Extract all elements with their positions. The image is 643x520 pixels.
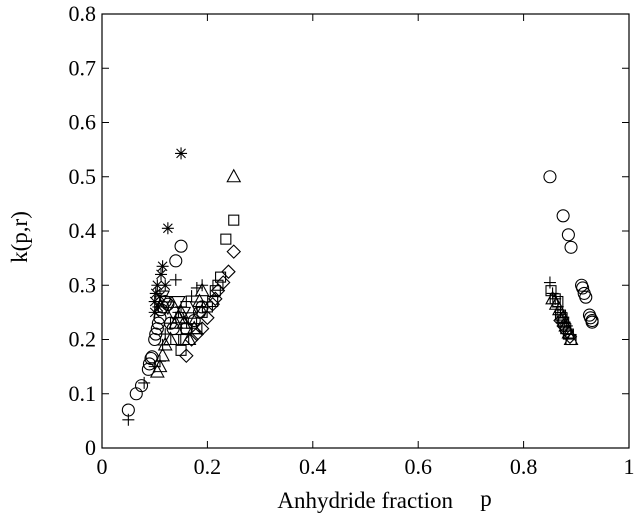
triangle-up-point: [152, 358, 168, 373]
y-tick-label: 0.6: [69, 110, 97, 135]
asterisk-point: [155, 268, 168, 281]
triangle-up-point: [192, 293, 207, 308]
diamond-point: [215, 275, 231, 290]
circle-point: [134, 379, 149, 393]
circle-point: [129, 387, 143, 401]
plus-point: [546, 287, 559, 300]
diamond-point: [562, 329, 578, 345]
axis-tick-labels: 0 0.2 0.4 0.6 0.8 1 0 0.1 0.2 0.3 0.4 0.5 0.6 0.7 0.8: [69, 1, 635, 479]
asterisk-point: [175, 147, 188, 160]
y-tick-label: 0.8: [69, 1, 97, 26]
asterisk-point: [149, 287, 162, 300]
asterisk-point: [148, 306, 161, 319]
diamond-point: [559, 324, 575, 339]
x-axis-label: Anhydride fraction: [277, 488, 453, 513]
x-tick-label: 0.6: [404, 454, 432, 479]
diamond-point: [556, 318, 571, 334]
circle-point: [142, 357, 156, 371]
diamond-point: [194, 321, 210, 336]
square-point: [220, 233, 232, 245]
plus-point: [169, 273, 182, 286]
diamond-point: [208, 291, 223, 307]
plus-point: [164, 317, 177, 330]
y-tick-label: 0.4: [69, 218, 97, 243]
diamond-point: [189, 326, 205, 342]
asterisk-point: [153, 290, 166, 303]
circle-point: [579, 290, 593, 304]
plus-point: [156, 338, 169, 351]
axis-ticks: [101, 13, 630, 449]
plus-point: [543, 276, 556, 289]
y-tick-label: 0.3: [69, 272, 97, 297]
y-tick-label: 0.7: [69, 55, 97, 80]
x-tick-label: 0.4: [299, 454, 327, 479]
plus-point: [549, 292, 562, 305]
x-tick-label: 0.8: [510, 454, 538, 479]
plus-point: [180, 295, 193, 308]
circle-point: [576, 281, 590, 295]
plus-point: [159, 328, 172, 341]
asterisk-point: [156, 260, 169, 273]
circle-point: [543, 170, 557, 184]
x-axis-label-suffix: p: [480, 486, 492, 511]
y-tick-label: 0.1: [69, 381, 97, 406]
circle-point: [556, 209, 570, 223]
plus-point: [190, 281, 203, 294]
circle-point: [564, 240, 578, 254]
diamond-point: [205, 296, 220, 312]
square-point: [212, 279, 224, 291]
plus-point: [148, 360, 161, 373]
circle-point: [169, 254, 183, 268]
data-points: [121, 147, 599, 426]
square-point: [207, 295, 219, 308]
plus-point: [196, 279, 209, 292]
diamond-point: [184, 332, 199, 347]
diamond-point: [226, 244, 242, 259]
y-tick-label: 0.2: [69, 327, 97, 352]
square-point: [215, 271, 227, 283]
triangle-up-point: [163, 331, 178, 346]
triangle-down-point: [181, 312, 197, 326]
x-tick-label: 1: [624, 454, 635, 479]
asterisk-point: [148, 295, 161, 308]
diamond-point: [221, 264, 236, 279]
plus-point: [185, 290, 198, 303]
square-point: [175, 344, 187, 356]
x-tick-label: 0: [97, 454, 108, 479]
x-tick-label: 0.2: [194, 454, 222, 479]
asterisk-point: [161, 222, 174, 235]
plus-point: [554, 306, 567, 319]
plus-point: [153, 355, 166, 368]
circle-point: [585, 315, 599, 329]
diamond-point: [179, 348, 194, 364]
square-point: [228, 214, 240, 226]
y-tick-label: 0.5: [69, 164, 97, 189]
plus-point: [172, 306, 185, 319]
diamond-point: [200, 310, 215, 326]
triangle-up-point: [157, 336, 173, 351]
circle-point: [174, 239, 188, 253]
triangle-up-point: [194, 282, 210, 297]
asterisk-point: [151, 279, 164, 292]
plus-point: [122, 413, 135, 426]
plus-point: [551, 300, 564, 313]
asterisk-point: [152, 300, 165, 313]
triangle-down-point: [165, 306, 181, 321]
triangle-up-point: [226, 168, 242, 183]
triangle-down-point: [170, 295, 186, 310]
plus-point: [560, 319, 573, 332]
plus-point: [175, 300, 188, 313]
triangle-down-point: [189, 301, 205, 316]
plus-point: [169, 311, 182, 324]
plus-point: [138, 376, 151, 389]
triangle-down-point: [160, 301, 176, 316]
y-tick-label: 0: [85, 435, 96, 460]
plot-frame: [101, 13, 630, 449]
circle-point: [561, 228, 575, 242]
y-axis-label: k(p,r): [7, 211, 32, 263]
asterisk-point: [159, 279, 172, 292]
